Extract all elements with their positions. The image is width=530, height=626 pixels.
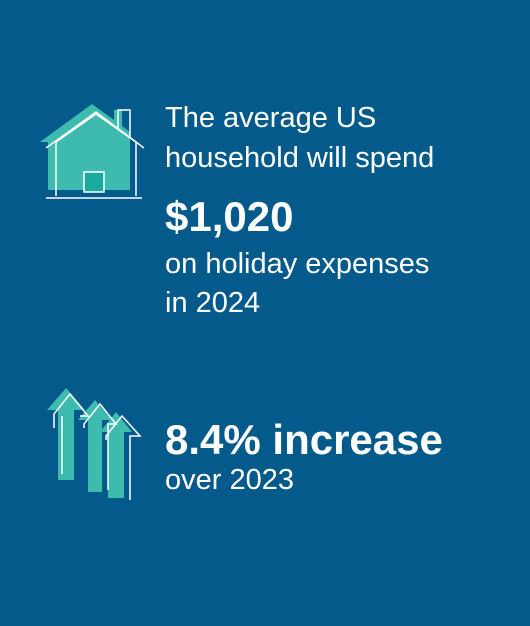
figure: 8.4% increase	[165, 416, 443, 463]
note-line: in 2024	[165, 287, 261, 319]
house-icon	[40, 104, 145, 199]
figure: $1,020	[165, 193, 294, 240]
arrows-icon	[47, 388, 142, 500]
lead-line: The average US	[165, 102, 377, 134]
note-line: on holiday expenses	[165, 248, 430, 280]
note-line: over 2023	[165, 464, 294, 496]
lead-line: household will spend	[165, 142, 435, 174]
